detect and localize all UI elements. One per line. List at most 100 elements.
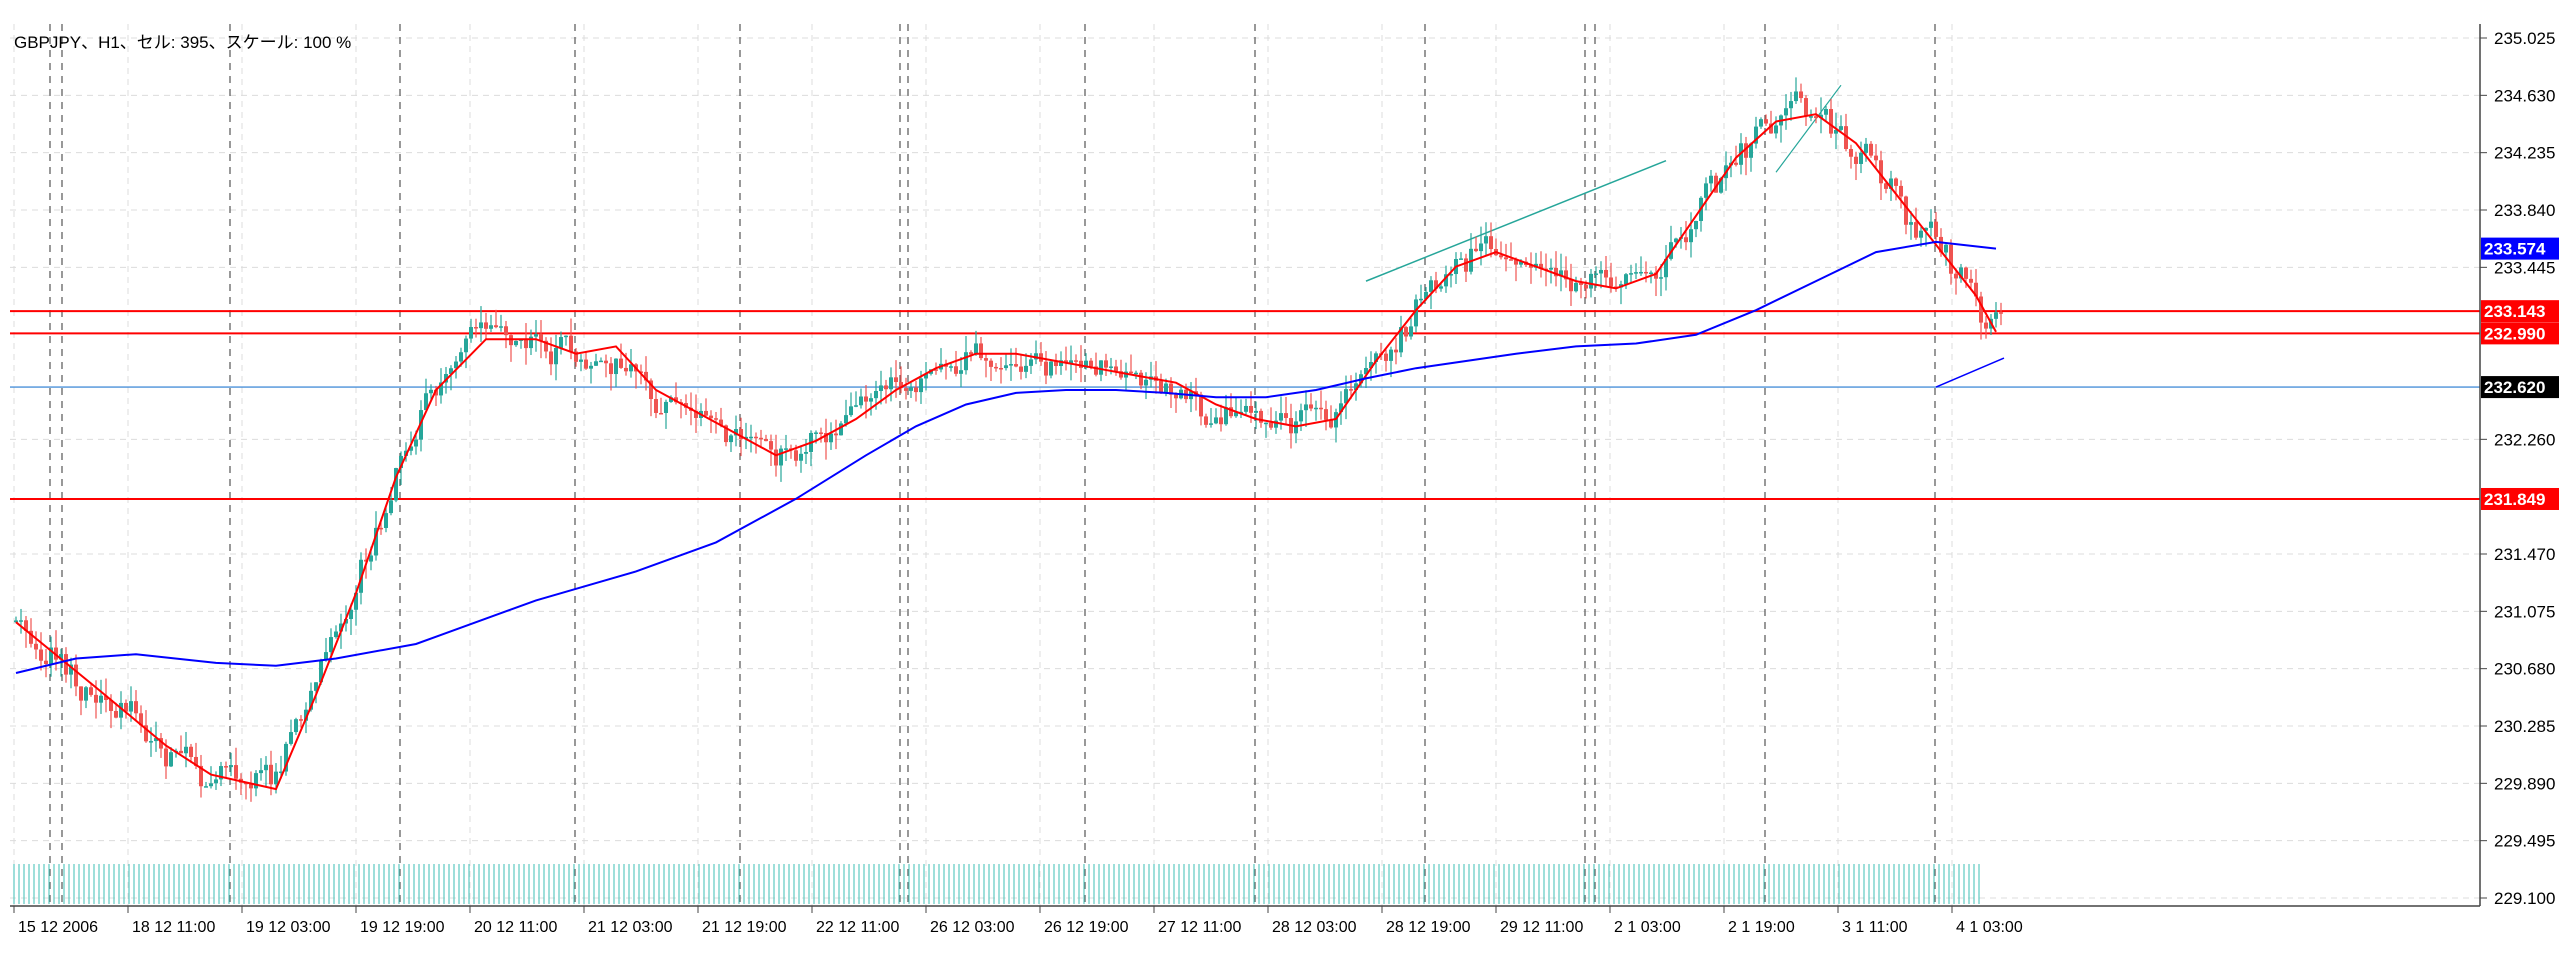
candle-bear — [714, 418, 718, 420]
candle-bull — [129, 701, 133, 712]
candle-bear — [494, 325, 498, 328]
candle-bull — [1754, 126, 1758, 144]
candle-bull — [1354, 383, 1358, 391]
moving-averages — [15, 113, 1997, 791]
candle-bull — [1059, 360, 1063, 367]
candle-bear — [1474, 248, 1478, 252]
candle-bull — [614, 358, 618, 375]
candle-bear — [1934, 221, 1938, 237]
candle-bull — [469, 327, 473, 339]
candle-bear — [39, 649, 43, 661]
candle-bear — [659, 412, 663, 415]
candle-bear — [1509, 259, 1513, 261]
candle-bull — [414, 439, 418, 447]
candle-bull — [399, 455, 403, 469]
candle-bear — [1384, 353, 1388, 361]
candle-bear — [569, 335, 573, 352]
candle-bear — [1114, 366, 1118, 372]
candle-bull — [459, 352, 463, 362]
candle-bear — [899, 382, 903, 389]
candle-bear — [1539, 263, 1543, 269]
candle-bear — [1054, 361, 1058, 367]
candle-bear — [1014, 364, 1018, 367]
candle-bear — [299, 719, 303, 721]
candle-bull — [1099, 360, 1103, 375]
candle-bull — [1759, 119, 1763, 127]
candle-bull — [784, 448, 788, 450]
candle-bull — [1364, 368, 1368, 375]
candle-bear — [1514, 259, 1518, 265]
candle-bull — [1694, 220, 1698, 230]
candle-bull — [489, 325, 493, 329]
candle-bull — [314, 682, 318, 691]
candle-bull — [49, 647, 53, 665]
candle-bull — [329, 637, 333, 653]
candle-bear — [189, 746, 193, 757]
candle-bull — [1824, 109, 1828, 115]
candle-bull — [59, 654, 63, 660]
candle-bear — [1089, 360, 1093, 367]
candle-bull — [514, 340, 518, 346]
candle-bear — [1869, 143, 1873, 156]
volume-bars — [13, 864, 1980, 904]
candle-bull — [974, 343, 978, 355]
candle-bull — [439, 382, 443, 396]
candle-bull — [374, 527, 378, 556]
candle-bear — [954, 366, 958, 374]
candle-bear — [1504, 257, 1508, 260]
candle-bear — [164, 748, 168, 767]
candles — [14, 77, 2003, 802]
candle-bull — [1774, 125, 1778, 134]
candle-bull — [1429, 280, 1433, 292]
candle-bull — [304, 709, 308, 721]
candle-bear — [1199, 394, 1203, 417]
candle-bear — [124, 702, 128, 712]
candle-bear — [1984, 322, 1988, 329]
candle-bear — [434, 389, 438, 396]
candle-bear — [64, 654, 68, 675]
price-label-box — [2481, 487, 2559, 510]
candle-bull — [1299, 410, 1303, 422]
time-tick-label: 3 1 11:00 — [1842, 919, 1908, 936]
candle-bear — [709, 415, 713, 419]
candle-bear — [224, 766, 228, 768]
candle-bull — [1664, 258, 1668, 278]
candle-bull — [209, 783, 213, 787]
candle-bull — [1254, 410, 1258, 413]
candle-bull — [1929, 221, 1933, 228]
candle-bear — [199, 765, 203, 787]
candle-bear — [1904, 196, 1908, 225]
price-axis: 235.025 234.630 234.235 233.840 233.445 232.2… — [2480, 29, 2555, 908]
candle-bull — [1589, 273, 1593, 289]
candle-bull — [1389, 349, 1393, 361]
price-label-text: 231.849 — [2484, 490, 2545, 509]
candle-bull — [1214, 417, 1218, 424]
candle-bull — [1369, 362, 1373, 369]
time-tick-label: 21 12 03:00 — [588, 919, 673, 936]
candle-bull — [19, 620, 23, 622]
candle-bear — [1939, 236, 1943, 253]
price-label-box — [2481, 300, 2559, 323]
trendlines — [1365, 84, 2005, 388]
candle-bear — [1569, 279, 1573, 292]
time-tick-label: 26 12 19:00 — [1044, 919, 1129, 936]
candle-bull — [1399, 327, 1403, 353]
candle-bear — [1804, 98, 1808, 117]
candle-bear — [989, 360, 993, 367]
time-tick-label: 2 1 03:00 — [1614, 919, 1681, 936]
candle-bull — [1294, 421, 1298, 434]
time-tick-label: 29 12 11:00 — [1500, 919, 1583, 936]
candle-bull — [874, 390, 878, 399]
candle-bear — [934, 369, 938, 371]
candle-bear — [1464, 258, 1468, 272]
slow-moving-average-line — [15, 240, 1997, 674]
candle-bear — [1684, 237, 1688, 243]
candle-bear — [1654, 272, 1658, 279]
candle-bull — [854, 405, 858, 407]
price-label-text: 233.143 — [2484, 302, 2545, 321]
candle-bull — [1374, 353, 1378, 363]
time-tick-label: 27 12 11:00 — [1158, 919, 1241, 936]
candle-bull — [734, 429, 738, 436]
candle-bull — [1459, 258, 1463, 260]
